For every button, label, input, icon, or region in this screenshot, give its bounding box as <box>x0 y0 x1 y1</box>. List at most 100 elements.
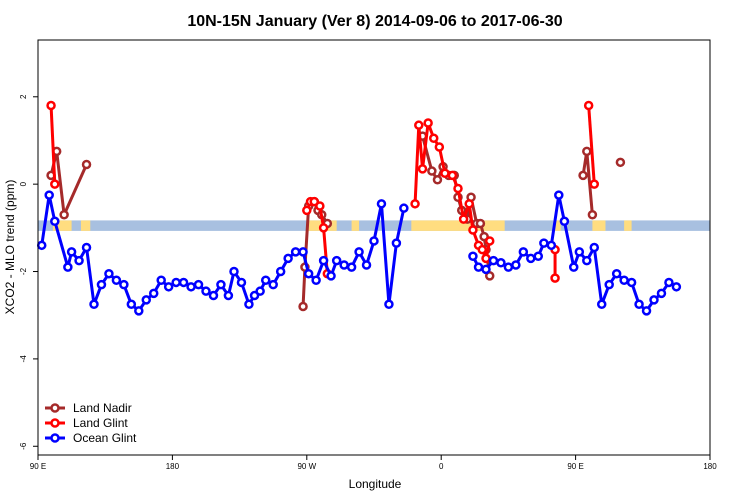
data-point <box>414 120 424 130</box>
data-point <box>481 253 491 264</box>
band <box>38 220 710 231</box>
data-point <box>518 247 529 257</box>
legend-swatch-point <box>50 433 60 443</box>
data-point <box>477 244 488 255</box>
y-axis-label: XCO2 - MLO trend (ppm) <box>3 180 17 315</box>
data-point <box>468 225 478 235</box>
series-line <box>49 105 57 185</box>
data-point <box>574 247 585 257</box>
data-point <box>163 282 174 292</box>
data-point <box>283 253 293 264</box>
data-point <box>649 295 659 305</box>
data-point <box>589 242 600 253</box>
data-point <box>255 286 265 296</box>
data-point <box>171 277 181 288</box>
data-point <box>376 199 387 209</box>
data-point <box>619 275 629 286</box>
series-line <box>471 193 678 313</box>
legend-swatch-point <box>50 418 60 428</box>
y-tick-label: 2 <box>19 94 28 99</box>
plot-frame <box>37 39 711 456</box>
series-layer <box>36 100 682 316</box>
data-point <box>148 288 159 299</box>
data-point <box>318 223 329 233</box>
data-point <box>303 268 314 279</box>
data-point <box>533 251 544 261</box>
data-point <box>216 279 226 290</box>
data-point <box>81 242 92 253</box>
data-point <box>582 255 592 266</box>
data-point <box>589 179 600 189</box>
data-point <box>417 164 428 174</box>
data-point <box>423 118 433 128</box>
data-point <box>526 253 536 264</box>
data-point <box>50 216 60 227</box>
data-point <box>484 236 495 246</box>
data-point <box>440 168 450 178</box>
data-point <box>59 209 69 220</box>
series-land-glint <box>46 100 600 283</box>
data-point <box>89 299 99 310</box>
data-point <box>626 277 637 288</box>
data-point <box>315 201 325 211</box>
data-point <box>453 183 463 194</box>
data-point <box>578 170 588 181</box>
data-point <box>473 262 484 272</box>
legend-item-ocean-glint: Ocean Glint <box>45 431 137 445</box>
data-point <box>587 209 598 220</box>
data-point <box>326 271 336 281</box>
legend-label: Ocean Glint <box>73 431 137 445</box>
data-point <box>546 240 557 251</box>
band-highlight <box>52 220 72 231</box>
data-point <box>156 275 166 286</box>
data-point <box>111 275 122 286</box>
legend-item-land-glint: Land Glint <box>45 416 128 430</box>
data-point <box>559 216 570 227</box>
y-tick-label: -4 <box>19 355 28 363</box>
data-point <box>671 282 682 292</box>
data-point <box>50 179 60 189</box>
series-ocean-glint <box>36 190 682 316</box>
data-point <box>550 273 560 283</box>
data-point <box>331 255 342 266</box>
data-point <box>81 159 92 170</box>
series-line <box>587 105 596 185</box>
data-point <box>475 218 486 229</box>
data-point <box>428 133 439 144</box>
data-point <box>615 157 626 168</box>
x-tick-label: 0 <box>439 462 444 471</box>
data-point <box>384 299 394 310</box>
data-point <box>186 282 196 292</box>
x-tick-label: 180 <box>166 462 180 471</box>
data-point <box>427 166 437 176</box>
data-point <box>298 301 308 312</box>
data-point <box>104 268 114 279</box>
data-point <box>44 190 54 200</box>
band-highlight <box>624 220 632 231</box>
legend-label: Land Nadir <box>73 401 132 415</box>
data-point <box>582 146 592 157</box>
data-point <box>554 190 564 200</box>
data-point <box>193 279 204 290</box>
data-point <box>488 255 499 266</box>
data-point <box>290 247 301 257</box>
data-point <box>339 260 349 270</box>
y-tick-label: 0 <box>19 181 28 186</box>
reference-band <box>38 220 710 231</box>
y-axis: 2 0 -2 -4 -6 <box>19 94 38 450</box>
x-tick-label: 90 E <box>30 462 46 471</box>
data-point <box>496 258 506 268</box>
data-point <box>96 279 107 290</box>
chart-title: 10N-15N January (Ver 8) 2014-09-06 to 20… <box>187 13 562 30</box>
data-point <box>236 277 247 288</box>
data-point <box>484 271 495 281</box>
band-highlight <box>411 220 505 231</box>
data-point <box>503 262 514 272</box>
series-line <box>413 121 492 260</box>
data-point <box>126 299 137 310</box>
legend-label: Land Glint <box>73 416 128 430</box>
series-line <box>40 193 406 313</box>
data-point <box>223 290 234 301</box>
data-point <box>656 288 667 299</box>
